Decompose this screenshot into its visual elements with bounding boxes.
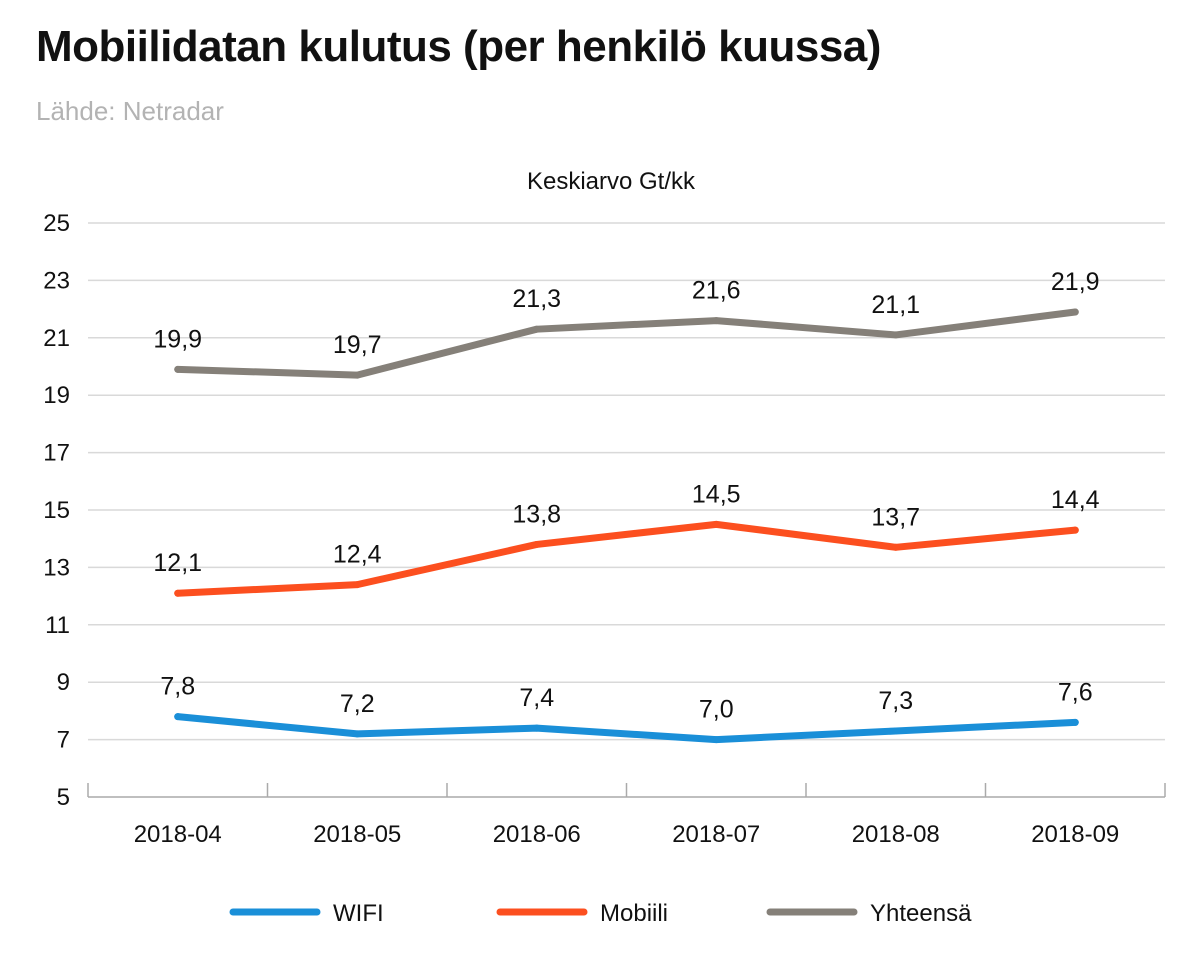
data-point (892, 543, 900, 551)
y-tick-label: 25 (43, 210, 70, 237)
data-point (892, 727, 900, 735)
x-tick-label: 2018-08 (852, 821, 940, 848)
gridlines (88, 222, 1165, 741)
data-label: 7,0 (699, 696, 734, 724)
data-label: 7,6 (1058, 678, 1093, 706)
x-axis: 2018-04 2018-05 2018-06 2018-07 2018-08 2018-… (87, 783, 1166, 848)
chart-title: Mobiilidatan kulutus (per henkilö kuussa… (36, 22, 881, 71)
data-label: 21,6 (692, 277, 741, 305)
data-label: 12,1 (153, 549, 202, 577)
data-point (712, 520, 720, 528)
x-tick-label: 2018-06 (493, 821, 581, 848)
data-point (353, 730, 361, 738)
data-point (533, 540, 541, 548)
y-tick-label: 19 (43, 382, 70, 409)
y-tick-label: 11 (45, 612, 70, 639)
y-tick-label: 5 (57, 784, 70, 811)
x-tick-label: 2018-07 (672, 821, 760, 848)
data-label: 12,4 (333, 541, 382, 569)
data-label: 14,4 (1051, 486, 1100, 514)
data-label: 7,3 (878, 687, 913, 715)
x-tick-label: 2018-09 (1031, 821, 1119, 848)
data-point (892, 331, 900, 339)
data-point (174, 589, 182, 597)
data-point (1071, 718, 1079, 726)
data-point (1071, 308, 1079, 316)
y-axis: 5 7 9 11 13 15 17 19 21 23 25 (43, 210, 70, 811)
data-label: 13,7 (871, 503, 920, 531)
data-point (533, 325, 541, 333)
data-label: 19,9 (153, 325, 202, 353)
series-lines (174, 308, 1079, 744)
y-tick-label: 21 (43, 325, 70, 352)
y-tick-label: 9 (57, 669, 70, 696)
data-point (353, 581, 361, 589)
legend-label: WIFI (333, 900, 384, 927)
y-tick-label: 15 (43, 497, 70, 524)
data-point (1071, 526, 1079, 534)
legend-label: Yhteensä (870, 900, 972, 927)
data-label: 7,8 (160, 673, 195, 701)
legend: WIFI Mobiili Yhteensä (229, 900, 972, 927)
y-tick-label: 13 (43, 554, 70, 581)
data-point (533, 724, 541, 732)
data-point (712, 736, 720, 744)
x-tick-label: 2018-04 (134, 821, 222, 848)
chart-subtitle: Keskiarvo Gt/kk (527, 168, 696, 195)
data-label: 21,1 (871, 291, 920, 319)
y-tick-label: 7 (57, 727, 70, 754)
data-label: 13,8 (512, 500, 561, 528)
data-point (353, 371, 361, 379)
data-label: 7,2 (340, 690, 375, 718)
data-point (712, 317, 720, 325)
data-label: 14,5 (692, 480, 741, 508)
data-label: 7,4 (519, 684, 554, 712)
legend-label: Mobiili (600, 900, 668, 927)
chart-source: Lähde: Netradar (36, 96, 224, 126)
y-tick-label: 17 (43, 440, 70, 467)
data-label: 21,3 (512, 285, 561, 313)
data-point (174, 713, 182, 721)
x-tick-label: 2018-05 (313, 821, 401, 848)
series-line-yhteensä (174, 308, 1079, 379)
data-label: 19,7 (333, 331, 382, 359)
data-label: 21,9 (1051, 268, 1100, 296)
y-tick-label: 23 (43, 267, 70, 294)
data-point (174, 365, 182, 373)
data-labels: 7,8 7,2 7,4 7,0 7,3 7,6 12,1 12,4 13,8 14,5 13,7 14… (153, 268, 1099, 724)
series-line-wifi (174, 713, 1079, 744)
series-line-mobiili (174, 520, 1079, 597)
